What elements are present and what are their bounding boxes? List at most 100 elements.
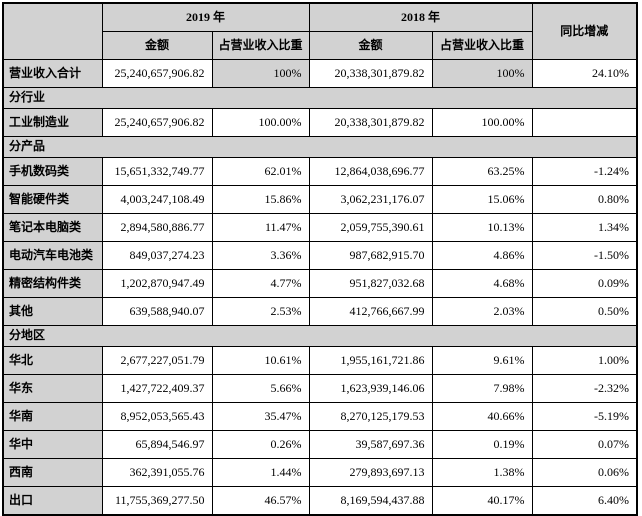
row-label: 华南: [2, 402, 103, 431]
row-label: 手机数码类: [2, 157, 103, 186]
year-2019-header: 2019 年: [101, 2, 310, 32]
amount-2019-header: 金额: [101, 31, 213, 60]
share-2019-cell: 15.86%: [211, 185, 310, 214]
amount-2018-cell: 412,766,667.99: [308, 297, 433, 326]
header-row-measures: 金额 占营业收入比重 金额 占营业收入比重: [3, 31, 637, 60]
table-row-industrial-manufacturing: 工业制造业 25,240,657,906.82 100.00% 20,338,3…: [2, 108, 638, 137]
row-label: 华北: [2, 346, 103, 375]
yoy-cell: 6.40%: [531, 486, 638, 515]
section-label: 分产品: [2, 136, 638, 158]
yoy-cell: 0.50%: [531, 297, 638, 326]
share-2018-cell: 40.66%: [431, 402, 533, 431]
table-row-mobile-digital: 手机数码类 15,651,332,749.77 62.01% 12,864,03…: [2, 157, 638, 186]
amount-2018-cell: 951,827,032.68: [308, 269, 433, 298]
amount-2019-cell: 1,202,870,947.49: [101, 269, 213, 298]
table-row-ev-battery: 电动汽车电池类 849,037,274.23 3.36% 987,682,915…: [2, 241, 638, 270]
share-2018-cell: 1.38%: [431, 458, 533, 487]
yoy-cell: -2.32%: [531, 374, 638, 403]
amount-2018-cell: 1,955,161,721.86: [308, 346, 433, 375]
yoy-cell: 0.06%: [531, 458, 638, 487]
amount-2018-cell: 8,169,594,437.88: [308, 486, 433, 515]
share-2018-cell: 7.98%: [431, 374, 533, 403]
row-label: 营业收入合计: [2, 59, 103, 88]
amount-2019-cell: 4,003,247,108.49: [101, 185, 213, 214]
amount-2019-cell: 639,588,940.07: [101, 297, 213, 326]
amount-2018-header: 金额: [308, 31, 433, 60]
share-2019-cell: 10.61%: [211, 346, 310, 375]
yoy-cell: 24.10%: [531, 59, 638, 88]
amount-2019-cell: 2,677,227,051.79: [101, 346, 213, 375]
share-2019-cell: 100%: [211, 59, 310, 88]
row-label: 工业制造业: [2, 108, 103, 137]
share-2018-cell: 63.25%: [431, 157, 533, 186]
table-row-southwest: 西南 362,391,055.76 1.44% 279,893,697.13 1…: [2, 458, 638, 487]
yoy-cell: [531, 108, 638, 137]
share-2019-cell: 62.01%: [211, 157, 310, 186]
row-label: 电动汽车电池类: [2, 241, 103, 270]
amount-2019-cell: 2,894,580,886.77: [101, 213, 213, 242]
share-2018-header: 占营业收入比重: [431, 31, 533, 60]
amount-2019-cell: 15,651,332,749.77: [101, 157, 213, 186]
share-2018-cell: 40.17%: [431, 486, 533, 515]
table-body: 营业收入合计 25,240,657,906.82 100% 20,338,301…: [2, 59, 638, 515]
share-2018-cell: 15.06%: [431, 185, 533, 214]
row-label: 西南: [2, 458, 103, 487]
row-label: 智能硬件类: [2, 185, 103, 214]
share-2018-cell: 100.00%: [431, 108, 533, 137]
yoy-cell: -1.50%: [531, 241, 638, 270]
table-row-central-china: 华中 65,894,546.97 0.26% 39,587,697.36 0.1…: [2, 430, 638, 459]
share-2019-cell: 3.36%: [211, 241, 310, 270]
amount-2019-cell: 65,894,546.97: [101, 430, 213, 459]
share-2019-cell: 2.53%: [211, 297, 310, 326]
row-label: 笔记本电脑类: [2, 213, 103, 242]
table-row-other: 其他 639,588,940.07 2.53% 412,766,667.99 2…: [2, 297, 638, 326]
yoy-cell: 1.34%: [531, 213, 638, 242]
amount-2019-cell: 1,427,722,409.37: [101, 374, 213, 403]
share-2018-cell: 10.13%: [431, 213, 533, 242]
yoy-change-header: 同比增减: [531, 2, 638, 60]
section-row-industry: 分行业: [2, 87, 638, 109]
header-row-years: 2019 年 2018 年 同比增减: [2, 2, 638, 60]
share-2018-cell: 9.61%: [431, 346, 533, 375]
year-2018-header: 2018 年: [308, 2, 533, 32]
row-label: 华东: [2, 374, 103, 403]
share-2019-cell: 35.47%: [211, 402, 310, 431]
amount-2019-cell: 11,755,369,277.50: [101, 486, 213, 515]
amount-2018-cell: 39,587,697.36: [308, 430, 433, 459]
amount-2018-cell: 3,062,231,176.07: [308, 185, 433, 214]
share-2019-header: 占营业收入比重: [211, 31, 310, 60]
amount-2018-cell: 987,682,915.70: [308, 241, 433, 270]
amount-2019-cell: 25,240,657,906.82: [101, 59, 213, 88]
share-2018-cell: 2.03%: [431, 297, 533, 326]
amount-2018-cell: 2,059,755,390.61: [308, 213, 433, 242]
amount-2019-cell: 8,952,053,565.43: [101, 402, 213, 431]
section-row-region: 分地区: [2, 325, 638, 347]
yoy-cell: 1.00%: [531, 346, 638, 375]
table-row-total-revenue: 营业收入合计 25,240,657,906.82 100% 20,338,301…: [2, 59, 638, 88]
table-row-precision-structural: 精密结构件类 1,202,870,947.49 4.77% 951,827,03…: [2, 269, 638, 298]
share-2018-cell: 100%: [431, 59, 533, 88]
section-label: 分行业: [2, 87, 638, 109]
amount-2019-cell: 25,240,657,906.82: [101, 108, 213, 137]
table-header: 2019 年 2018 年 同比增减 金额 占营业收入比重 金额 占营业收入比重: [2, 2, 638, 60]
table-row-notebook: 笔记本电脑类 2,894,580,886.77 11.47% 2,059,755…: [2, 213, 638, 242]
table-row-smart-hardware: 智能硬件类 4,003,247,108.49 15.86% 3,062,231,…: [2, 185, 638, 214]
yoy-cell: -1.24%: [531, 157, 638, 186]
row-label: 精密结构件类: [2, 269, 103, 298]
amount-2018-cell: 20,338,301,879.82: [308, 59, 433, 88]
table-row-south-china: 华南 8,952,053,565.43 35.47% 8,270,125,179…: [2, 402, 638, 431]
share-2019-cell: 100.00%: [211, 108, 310, 137]
amount-2018-cell: 279,893,697.13: [308, 458, 433, 487]
yoy-cell: -5.19%: [531, 402, 638, 431]
yoy-cell: 0.07%: [531, 430, 638, 459]
section-label: 分地区: [2, 325, 638, 347]
amount-2019-cell: 362,391,055.76: [101, 458, 213, 487]
share-2019-cell: 5.66%: [211, 374, 310, 403]
share-2018-cell: 4.68%: [431, 269, 533, 298]
row-label: 出口: [2, 486, 103, 515]
amount-2018-cell: 12,864,038,696.77: [308, 157, 433, 186]
table-row-north-china: 华北 2,677,227,051.79 10.61% 1,955,161,721…: [2, 346, 638, 375]
share-2019-cell: 11.47%: [211, 213, 310, 242]
share-2019-cell: 4.77%: [211, 269, 310, 298]
